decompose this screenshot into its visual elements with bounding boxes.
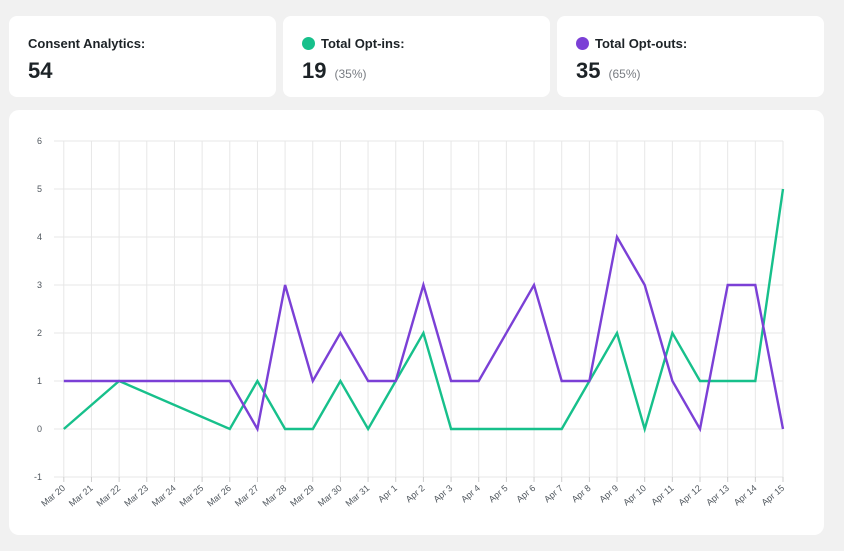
x-tick-label: Apr 15	[760, 483, 787, 508]
optins-card: Total Opt-ins: 19 (35%)	[283, 16, 550, 97]
optins-percent: (35%)	[334, 67, 367, 81]
optouts-card: Total Opt-outs: 35 (65%)	[557, 16, 824, 97]
x-tick-label: Apr 9	[597, 483, 620, 504]
total-consent-value: 54	[28, 58, 53, 83]
x-tick-label: Apr 7	[542, 483, 565, 504]
x-tick-label: Mar 24	[150, 483, 178, 509]
optouts-label: Total Opt-outs:	[595, 35, 688, 51]
x-tick-label: Apr 12	[677, 483, 704, 508]
x-tick-label: Mar 25	[178, 483, 206, 509]
x-tick-label: Apr 10	[621, 483, 648, 508]
x-tick-label: Apr 8	[570, 483, 593, 504]
x-tick-label: Mar 21	[67, 483, 95, 509]
x-tick-label: Apr 2	[404, 483, 427, 504]
y-tick-label: 1	[37, 376, 42, 386]
x-tick-label: Mar 26	[205, 483, 233, 509]
x-tick-label: Apr 5	[487, 483, 510, 504]
chart-card: -1 0 1 2 3 4 5 6 Mar 20 Mar 21 Mar 22 Mar 23 Mar 24 M…	[9, 110, 824, 535]
x-tick-label: Mar 28	[260, 483, 288, 509]
x-tick-label: Mar 22	[95, 483, 123, 509]
x-tick-label: Mar 20	[39, 483, 67, 509]
x-tick-label: Apr 1	[376, 483, 399, 504]
optins-value: 19	[302, 58, 327, 83]
x-tick-label: Mar 29	[288, 483, 316, 509]
optins-label: Total Opt-ins:	[321, 35, 405, 51]
y-tick-label: 0	[37, 424, 42, 434]
y-tick-label: 2	[37, 328, 42, 338]
y-tick-label: -1	[34, 472, 42, 482]
y-tick-label: 5	[37, 184, 42, 194]
x-tick-label: Mar 31	[343, 483, 371, 509]
x-tick-label: Apr 6	[514, 483, 537, 504]
series-line-total-opt-outs	[63, 233, 785, 433]
x-tick-label: Mar 27	[233, 483, 261, 509]
x-tick-label: Apr 11	[649, 483, 675, 507]
x-tick-label: Apr 3	[431, 483, 454, 504]
x-tick-label: Mar 23	[122, 483, 150, 509]
total-consent-card: Consent Analytics: 54	[9, 16, 276, 97]
optouts-dot-icon	[576, 36, 589, 50]
stats-row: Consent Analytics: 54 Total Opt-ins: 19 …	[9, 16, 824, 97]
x-tick-label: Apr 14	[732, 483, 759, 508]
x-tick-label: Apr 13	[704, 483, 731, 508]
total-consent-label: Consent Analytics:	[28, 35, 146, 51]
y-tick-label: 4	[37, 232, 42, 242]
optouts-percent: (65%)	[608, 67, 641, 81]
optouts-value: 35	[576, 58, 601, 83]
x-tick-label: Mar 30	[316, 483, 344, 509]
x-tick-label: Apr 4	[459, 483, 482, 504]
optins-dot-icon	[302, 36, 315, 50]
y-tick-label: 3	[37, 280, 42, 290]
y-tick-label: 6	[37, 136, 42, 146]
series-line-total-opt-ins	[63, 188, 785, 434]
